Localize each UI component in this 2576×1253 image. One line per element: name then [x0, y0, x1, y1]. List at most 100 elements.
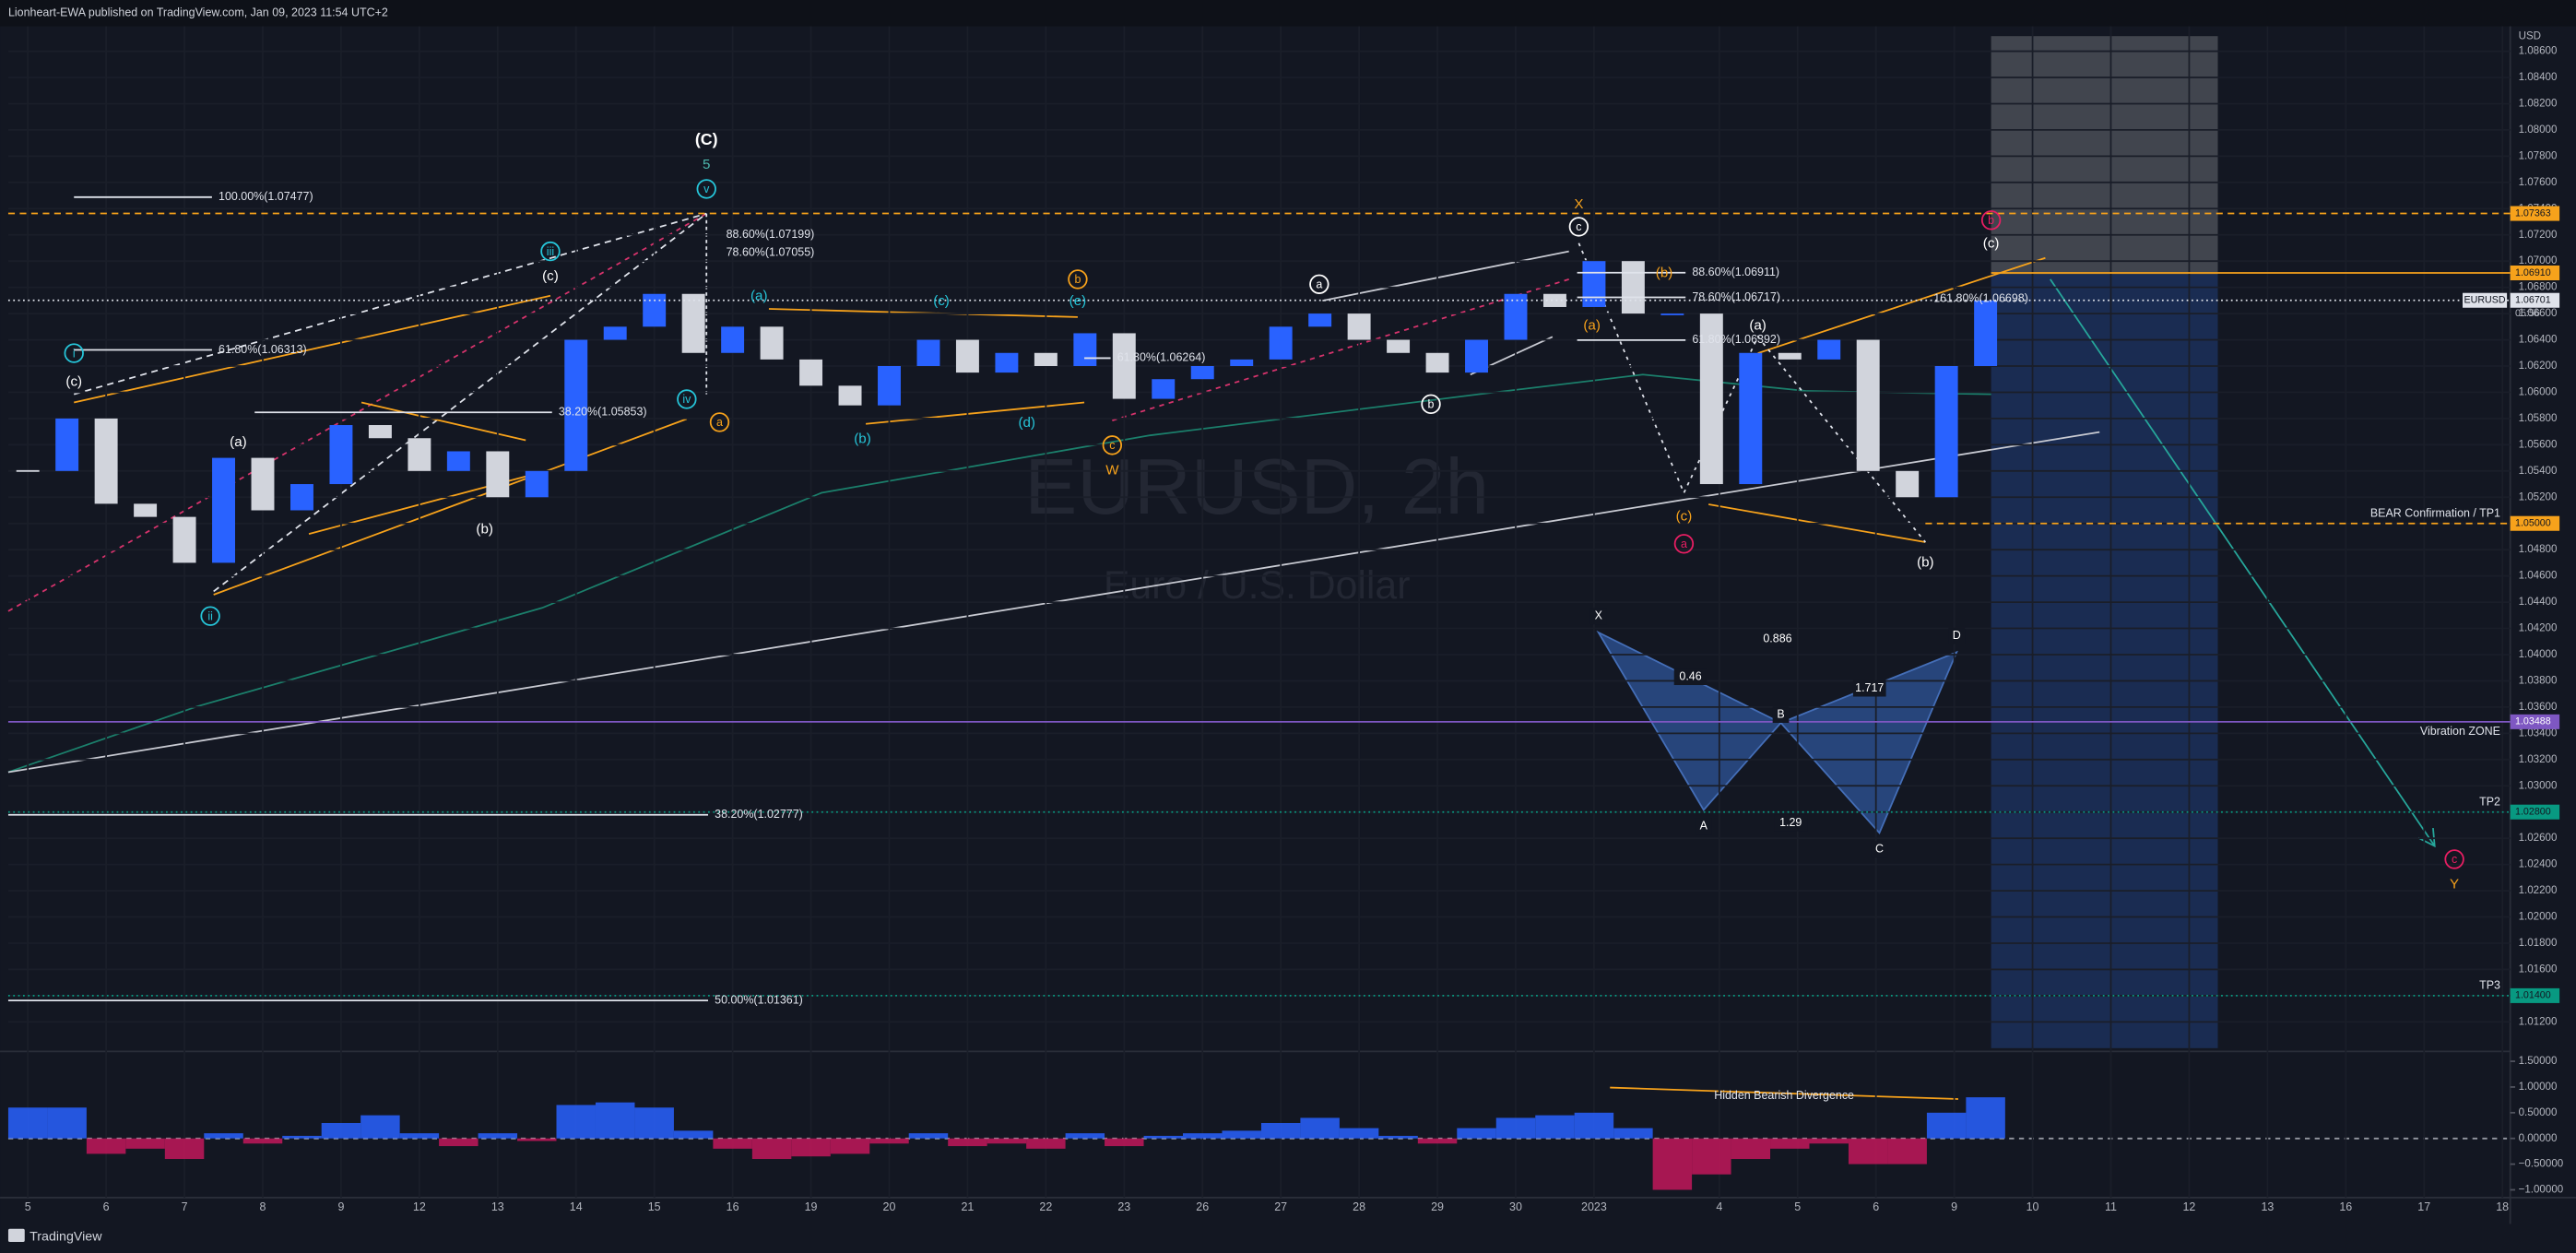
candle — [94, 418, 118, 504]
y-tick-label: 1.04200 — [2519, 623, 2558, 634]
wave-label: Y — [2450, 877, 2459, 892]
x-tick-label: 19 — [805, 1200, 818, 1213]
candle — [1582, 261, 1606, 307]
x-tick-label: 13 — [491, 1200, 504, 1213]
header-text: Lionheart-EWA published on TradingView.c… — [8, 6, 388, 19]
trendline — [213, 418, 688, 596]
ratio-box — [1852, 680, 1886, 697]
candle — [1034, 352, 1058, 367]
indicator-bar — [1300, 1117, 1340, 1139]
indicator-bar — [595, 1102, 635, 1139]
harmonic-point: C — [1875, 843, 1884, 856]
indicator-bar — [517, 1138, 557, 1141]
wave-circle — [64, 343, 84, 363]
candle — [1269, 326, 1293, 360]
x-tick-label: 16 — [2339, 1200, 2352, 1213]
wave-label: (c) — [65, 373, 82, 389]
wave-circle — [540, 241, 561, 262]
x-tick-label: 12 — [413, 1200, 426, 1213]
y-tick-label: 1.04600 — [2519, 571, 2558, 582]
x-tick-label: 14 — [570, 1200, 583, 1213]
indicator-bar — [1222, 1130, 1261, 1139]
candle — [799, 359, 823, 386]
indicator-bar — [556, 1105, 596, 1139]
wave-label: c — [2452, 853, 2457, 866]
wave-path — [1578, 242, 1927, 543]
y-tick-label: 1.05200 — [2519, 491, 2558, 502]
x-tick-label: 8 — [260, 1200, 266, 1213]
candle — [525, 470, 549, 498]
indicator-bar — [1339, 1128, 1379, 1139]
wave-label: W — [1105, 462, 1119, 478]
candle — [1308, 313, 1332, 327]
trendline — [865, 401, 1085, 425]
indicator-bar — [164, 1138, 205, 1160]
y-tick-label: −1.00000 — [2519, 1185, 2564, 1196]
indicator-bar — [439, 1138, 479, 1147]
y-tick-label: 0.00000 — [2519, 1133, 2558, 1144]
watermark-title: EURUSD, 2h — [1024, 443, 1489, 531]
y-tick-label: 1.03000 — [2519, 780, 2558, 791]
fib-label: 61.80%(1.06264) — [1117, 351, 1206, 364]
price-box-label: 1.03488 — [2515, 716, 2551, 727]
wave-circle — [1309, 274, 1329, 294]
price-box — [2510, 987, 2560, 1003]
indicator-bar — [869, 1138, 909, 1144]
indicator-bar — [1574, 1112, 1614, 1139]
x-tick-label: 30 — [1509, 1200, 1522, 1213]
indicator-bar — [713, 1138, 752, 1149]
y-tick-label: 1.08400 — [2519, 72, 2558, 83]
wave-label: b — [1428, 398, 1435, 411]
indicator-bar — [673, 1130, 714, 1139]
divergence-line — [1610, 1086, 1959, 1100]
x-tick-label: 17 — [2417, 1200, 2430, 1213]
wave-label: a — [1681, 538, 1687, 550]
indicator-bar — [908, 1133, 949, 1139]
harmonic-point-box — [1772, 706, 1790, 724]
trendline — [1112, 278, 1569, 421]
y-tick-label: 1.05400 — [2519, 466, 2558, 477]
wave-circle — [1102, 435, 1123, 455]
level-name: TP3 — [2479, 979, 2500, 992]
y-tick-label: 1.08600 — [2519, 46, 2558, 57]
ratio-box — [1761, 631, 1794, 648]
harmonic-ratio: 1.717 — [1855, 681, 1884, 694]
indicator-bar — [1966, 1097, 2005, 1139]
wave-circle — [1421, 394, 1441, 415]
y-tick-label: 1.07200 — [2519, 230, 2558, 241]
y-tick-label: 1.05600 — [2519, 439, 2558, 450]
level-name: Vibration ZONE — [2420, 725, 2500, 738]
symbol-tag: EURUSD — [2464, 295, 2505, 306]
candle — [1542, 293, 1566, 307]
y-tick-label: 1.03800 — [2519, 676, 2558, 687]
indicator-bar — [282, 1135, 322, 1139]
wave-label: iii — [547, 245, 554, 258]
indicator-bar — [1105, 1138, 1144, 1147]
fib-label: 88.60%(1.07199) — [727, 228, 815, 241]
x-tick-label: 13 — [2261, 1200, 2274, 1213]
x-tick-label: 5 — [1794, 1200, 1801, 1213]
candle — [1660, 313, 1684, 315]
indicator-bar — [399, 1133, 440, 1139]
logo — [7, 1228, 25, 1243]
harmonic-point: X — [1595, 609, 1603, 621]
candle — [172, 516, 196, 563]
trendline — [213, 212, 707, 593]
candle — [878, 366, 901, 406]
harmonic-point: B — [1777, 707, 1784, 720]
symbol-tag-box — [2463, 292, 2508, 308]
x-tick-label: 9 — [337, 1200, 344, 1213]
price-box-label: 1.06701 — [2515, 295, 2551, 306]
projection-arrow — [2050, 278, 2436, 847]
wave-circle — [200, 606, 220, 626]
x-tick-label: 29 — [1431, 1200, 1444, 1213]
fib-label: 161.80%(1.06698) — [1933, 292, 2028, 305]
indicator-bar — [1417, 1138, 1458, 1144]
candle — [55, 418, 79, 471]
candle — [995, 352, 1019, 373]
indicator-bar — [478, 1133, 518, 1139]
wave-label: (b) — [1917, 554, 1934, 570]
candle — [290, 484, 313, 511]
candle — [603, 326, 627, 340]
